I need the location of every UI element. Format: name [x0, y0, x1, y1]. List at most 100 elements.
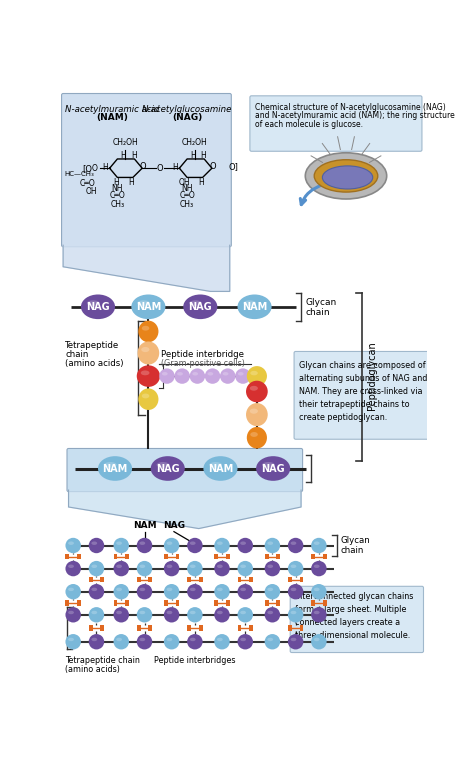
Text: O: O [140, 162, 146, 171]
Text: CH₂OH: CH₂OH [112, 138, 138, 147]
Ellipse shape [187, 607, 202, 622]
Text: Tetrapeptide chain: Tetrapeptide chain [65, 656, 140, 664]
Ellipse shape [314, 565, 319, 568]
Text: O: O [92, 163, 98, 173]
Bar [276, 554, 280, 559]
Text: NAG: NAG [86, 302, 110, 312]
Ellipse shape [116, 611, 122, 614]
Ellipse shape [141, 347, 149, 352]
FancyBboxPatch shape [290, 586, 423, 653]
Ellipse shape [322, 166, 373, 189]
Ellipse shape [256, 456, 290, 481]
Ellipse shape [247, 427, 267, 448]
Ellipse shape [81, 294, 115, 319]
Ellipse shape [89, 634, 104, 650]
Text: NAM: NAM [242, 302, 267, 312]
Ellipse shape [189, 300, 202, 306]
Ellipse shape [311, 538, 327, 553]
Bar [311, 554, 315, 559]
Bar [276, 600, 280, 606]
Ellipse shape [137, 366, 160, 387]
Text: connected layers create a: connected layers create a [295, 618, 400, 627]
Bar [214, 600, 218, 606]
Bar [264, 554, 268, 559]
FancyBboxPatch shape [67, 448, 302, 492]
Ellipse shape [220, 369, 236, 384]
Ellipse shape [137, 561, 152, 576]
Text: chain: chain [306, 308, 330, 317]
Text: CH₃: CH₃ [180, 200, 194, 209]
Ellipse shape [68, 611, 74, 614]
Ellipse shape [214, 538, 230, 553]
Ellipse shape [250, 371, 258, 375]
Bar [77, 600, 81, 606]
Ellipse shape [156, 462, 169, 467]
Ellipse shape [65, 584, 81, 600]
Ellipse shape [214, 634, 230, 650]
Ellipse shape [187, 584, 202, 600]
Text: (amino acids): (amino acids) [65, 359, 124, 369]
Ellipse shape [240, 541, 246, 545]
Text: H: H [113, 178, 118, 187]
Polygon shape [63, 245, 230, 291]
Text: NH: NH [111, 184, 123, 192]
Ellipse shape [187, 634, 202, 650]
Ellipse shape [238, 372, 244, 375]
Ellipse shape [217, 541, 223, 545]
Text: create peptidoglycan.: create peptidoglycan. [299, 413, 387, 422]
Text: H: H [191, 151, 196, 160]
Text: OH: OH [86, 187, 97, 196]
Ellipse shape [190, 611, 196, 614]
Ellipse shape [151, 456, 185, 481]
Text: Peptide interbridge: Peptide interbridge [161, 350, 244, 359]
Ellipse shape [267, 541, 273, 545]
Ellipse shape [217, 638, 223, 641]
Text: H: H [102, 163, 108, 172]
Ellipse shape [187, 538, 202, 553]
Ellipse shape [243, 300, 256, 306]
Ellipse shape [214, 607, 230, 622]
Ellipse shape [250, 409, 258, 413]
Ellipse shape [314, 611, 319, 614]
Ellipse shape [267, 587, 273, 591]
Ellipse shape [264, 561, 280, 576]
Ellipse shape [190, 587, 196, 591]
Text: NAM: NAM [133, 521, 156, 530]
Bar [311, 600, 315, 606]
Ellipse shape [131, 294, 165, 319]
Ellipse shape [116, 541, 122, 545]
Text: O: O [157, 163, 164, 173]
Text: NAG: NAG [261, 464, 285, 473]
Ellipse shape [288, 584, 303, 600]
Ellipse shape [311, 634, 327, 650]
Ellipse shape [91, 541, 97, 545]
Ellipse shape [237, 561, 253, 576]
Ellipse shape [237, 634, 253, 650]
Bar [65, 554, 69, 559]
Ellipse shape [305, 153, 387, 199]
Ellipse shape [190, 369, 205, 384]
Text: (NAM): (NAM) [96, 112, 128, 122]
Ellipse shape [138, 388, 158, 410]
Ellipse shape [192, 372, 198, 375]
Ellipse shape [137, 634, 152, 650]
Ellipse shape [205, 369, 220, 384]
Ellipse shape [91, 611, 97, 614]
Bar [125, 554, 129, 559]
Text: (amino acids): (amino acids) [65, 665, 120, 674]
Text: chain: chain [65, 350, 89, 359]
Ellipse shape [246, 381, 268, 402]
Ellipse shape [217, 587, 223, 591]
Bar [148, 625, 152, 631]
Bar [214, 554, 218, 559]
Text: C═O: C═O [80, 179, 96, 188]
Ellipse shape [237, 584, 253, 600]
Ellipse shape [250, 432, 258, 437]
Bar [137, 625, 141, 631]
Ellipse shape [98, 456, 132, 481]
Ellipse shape [237, 538, 253, 553]
Polygon shape [69, 490, 301, 528]
Text: their tetrapeptide chains to: their tetrapeptide chains to [299, 400, 410, 409]
Text: alternating subunits of NAG and: alternating subunits of NAG and [299, 374, 427, 383]
Text: [O: [O [82, 163, 92, 173]
